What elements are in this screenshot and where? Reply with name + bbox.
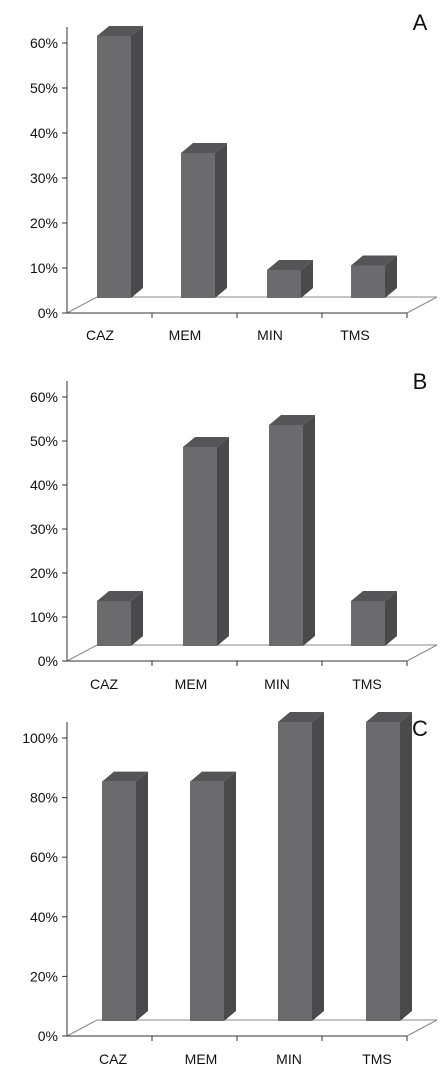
y-tick-label: 80% (30, 790, 58, 806)
bar-mem (190, 771, 236, 1021)
bar-top-face (269, 415, 315, 425)
bar-top-face (97, 26, 143, 36)
bar-caz (97, 26, 143, 298)
x-tick-label: CAZ (99, 1051, 127, 1067)
bar-tms (351, 591, 397, 646)
bar-front-face (267, 270, 301, 298)
x-tick-label: MIN (276, 1051, 302, 1067)
bar-front-face (181, 153, 215, 298)
bar-side-face (301, 260, 313, 298)
bar-top-face (278, 712, 324, 722)
y-tick-label: 20% (30, 968, 58, 984)
bar-side-face (136, 771, 148, 1021)
y-tick-label: 10% (30, 260, 58, 276)
y-tick-label: 50% (30, 433, 58, 449)
y-tick-label: 20% (30, 215, 58, 231)
bar-side-face (217, 437, 229, 646)
bar-front-face (97, 601, 131, 646)
y-tick-label: 40% (30, 909, 58, 925)
x-tick-label: TMS (362, 1051, 392, 1067)
bar-top-face (102, 771, 148, 782)
bar-side-face (312, 712, 324, 1021)
y-tick-label: 60% (30, 389, 58, 405)
bar-side-face (385, 591, 397, 646)
x-tick-label: MEM (185, 1051, 218, 1067)
bar-min (278, 712, 324, 1021)
bar-front-face (102, 781, 136, 1021)
chart-panel-b: 0% 10% 20% 30% 40% 50% 60% CAZ MEM MIN TMS B (30, 369, 438, 692)
y-tick-label: 100% (22, 730, 58, 746)
y-tick-label: 10% (30, 609, 58, 625)
x-tick-label: CAZ (90, 676, 118, 692)
bar-side-face (131, 591, 143, 646)
bar-top-face (366, 712, 412, 722)
y-tick-label: 40% (30, 477, 58, 493)
panel-label: A (413, 10, 428, 35)
y-tick-label: 0% (38, 305, 58, 321)
x-tick-label: MIN (257, 327, 283, 343)
bar-front-face (278, 722, 312, 1021)
bar-side-face (400, 712, 412, 1021)
panel-label: B (413, 369, 428, 394)
bar-front-face (183, 447, 217, 646)
bar-side-face (385, 255, 397, 298)
bar-front-face (97, 36, 131, 298)
x-tick-label: CAZ (86, 327, 114, 343)
bar-min (267, 260, 313, 298)
y-tick-label: 0% (38, 653, 58, 669)
y-tick-label: 40% (30, 125, 58, 141)
bar-caz (102, 771, 148, 1021)
bar-front-face (190, 781, 224, 1021)
x-tick-label: MIN (264, 676, 290, 692)
x-tick-label: TMS (352, 676, 382, 692)
bar-tms (366, 712, 412, 1021)
bar-top-face (267, 260, 313, 270)
x-tick-label: MEM (169, 327, 202, 343)
y-tick-label: 30% (30, 170, 58, 186)
y-tick-label: 60% (30, 35, 58, 51)
panel-label: C (412, 716, 428, 741)
bar-mem (181, 143, 227, 298)
bar-top-face (351, 591, 397, 601)
y-tick-label: 20% (30, 565, 58, 581)
chart-panel-a: 0% 10% 20% 30% 40% 50% 60% CAZ MEM MIN TMS A (30, 10, 438, 343)
bar-side-face (224, 771, 236, 1021)
y-tick-label: 60% (30, 849, 58, 865)
bar-top-face (190, 771, 236, 782)
chart-floor (66, 644, 438, 662)
x-tick-label: TMS (340, 327, 370, 343)
y-tick-label: 30% (30, 521, 58, 537)
bar-side-face (215, 143, 227, 298)
y-tick-label: 0% (38, 1028, 58, 1044)
bar-front-face (366, 722, 400, 1021)
bar-front-face (269, 425, 303, 646)
bar-front-face (351, 601, 385, 646)
bar-top-face (351, 255, 397, 266)
chart-panel-c: 0% 20% 40% 60% 80% 100% CAZ MEM MIN TMS C (22, 712, 438, 1067)
chart-floor (66, 1019, 438, 1037)
bar-min (269, 415, 315, 646)
bar-mem (183, 437, 229, 646)
bar-top-face (183, 437, 229, 447)
bar-side-face (131, 26, 143, 298)
bar-tms (351, 255, 397, 298)
bar-side-face (303, 415, 315, 646)
chart-floor (66, 296, 438, 314)
y-tick-label: 50% (30, 80, 58, 96)
bar-top-face (97, 591, 143, 601)
bar-top-face (181, 143, 227, 153)
bar-caz (97, 591, 143, 646)
bar-front-face (351, 265, 385, 298)
x-tick-label: MEM (175, 676, 208, 692)
